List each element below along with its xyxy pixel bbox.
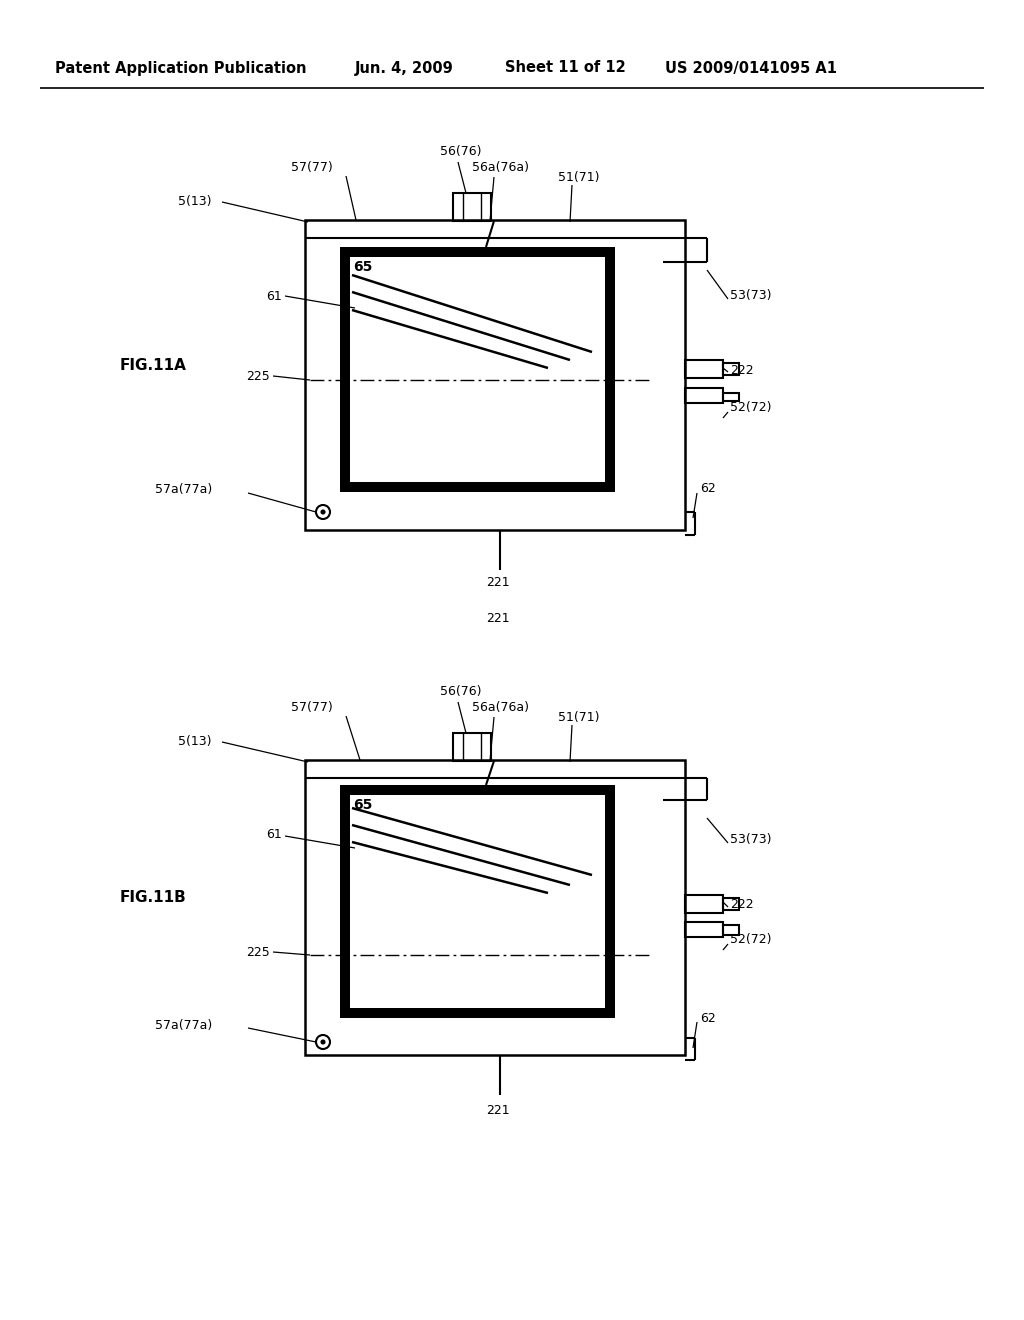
Bar bbox=[685, 360, 723, 378]
Text: 221: 221 bbox=[486, 611, 510, 624]
Text: 221: 221 bbox=[486, 576, 510, 589]
Text: 65: 65 bbox=[353, 799, 373, 812]
Text: 5(13): 5(13) bbox=[178, 735, 212, 748]
Text: Patent Application Publication: Patent Application Publication bbox=[55, 61, 306, 75]
Text: 61: 61 bbox=[266, 829, 282, 842]
Text: 62: 62 bbox=[700, 482, 716, 495]
Bar bbox=[340, 482, 615, 492]
Circle shape bbox=[322, 511, 325, 513]
Text: 52(72): 52(72) bbox=[730, 400, 771, 413]
Bar bbox=[685, 921, 723, 937]
Bar bbox=[305, 760, 685, 1055]
Text: FIG.11B: FIG.11B bbox=[120, 890, 186, 904]
Text: 57a(77a): 57a(77a) bbox=[155, 483, 212, 496]
Text: 57(77): 57(77) bbox=[291, 161, 333, 174]
Bar bbox=[340, 247, 615, 257]
Bar bbox=[340, 1008, 615, 1018]
Text: 56(76): 56(76) bbox=[440, 685, 481, 698]
Text: 65: 65 bbox=[353, 260, 373, 275]
Text: 57(77): 57(77) bbox=[291, 701, 333, 714]
Bar bbox=[605, 785, 615, 1018]
Bar bbox=[340, 785, 615, 795]
Bar bbox=[723, 393, 739, 401]
Text: 5(13): 5(13) bbox=[178, 195, 212, 209]
Text: 57a(77a): 57a(77a) bbox=[155, 1019, 212, 1031]
Text: 56(76): 56(76) bbox=[440, 145, 481, 158]
Bar bbox=[453, 193, 490, 220]
Text: 62: 62 bbox=[700, 1011, 716, 1024]
Text: 52(72): 52(72) bbox=[730, 933, 771, 946]
Text: 225: 225 bbox=[246, 370, 270, 383]
Bar bbox=[723, 925, 739, 935]
Text: 222: 222 bbox=[730, 363, 754, 376]
Bar bbox=[685, 895, 723, 913]
Bar bbox=[723, 363, 739, 375]
Text: 221: 221 bbox=[486, 1104, 510, 1117]
Bar bbox=[685, 388, 723, 403]
Text: Sheet 11 of 12: Sheet 11 of 12 bbox=[505, 61, 626, 75]
Bar bbox=[340, 247, 350, 492]
Text: 61: 61 bbox=[266, 289, 282, 302]
Circle shape bbox=[322, 1040, 325, 1044]
Text: 51(71): 51(71) bbox=[558, 170, 599, 183]
Bar bbox=[453, 733, 490, 762]
Text: Jun. 4, 2009: Jun. 4, 2009 bbox=[355, 61, 454, 75]
Bar bbox=[340, 785, 350, 1018]
Bar bbox=[723, 898, 739, 909]
Text: 225: 225 bbox=[246, 945, 270, 958]
Text: 53(73): 53(73) bbox=[730, 289, 771, 301]
Text: US 2009/0141095 A1: US 2009/0141095 A1 bbox=[665, 61, 837, 75]
Text: 56a(76a): 56a(76a) bbox=[472, 701, 529, 714]
Text: 222: 222 bbox=[730, 899, 754, 912]
Text: 56a(76a): 56a(76a) bbox=[472, 161, 529, 174]
Text: 51(71): 51(71) bbox=[558, 710, 599, 723]
Bar bbox=[605, 247, 615, 492]
Bar bbox=[305, 220, 685, 531]
Text: 53(73): 53(73) bbox=[730, 833, 771, 846]
Text: FIG.11A: FIG.11A bbox=[120, 358, 186, 372]
